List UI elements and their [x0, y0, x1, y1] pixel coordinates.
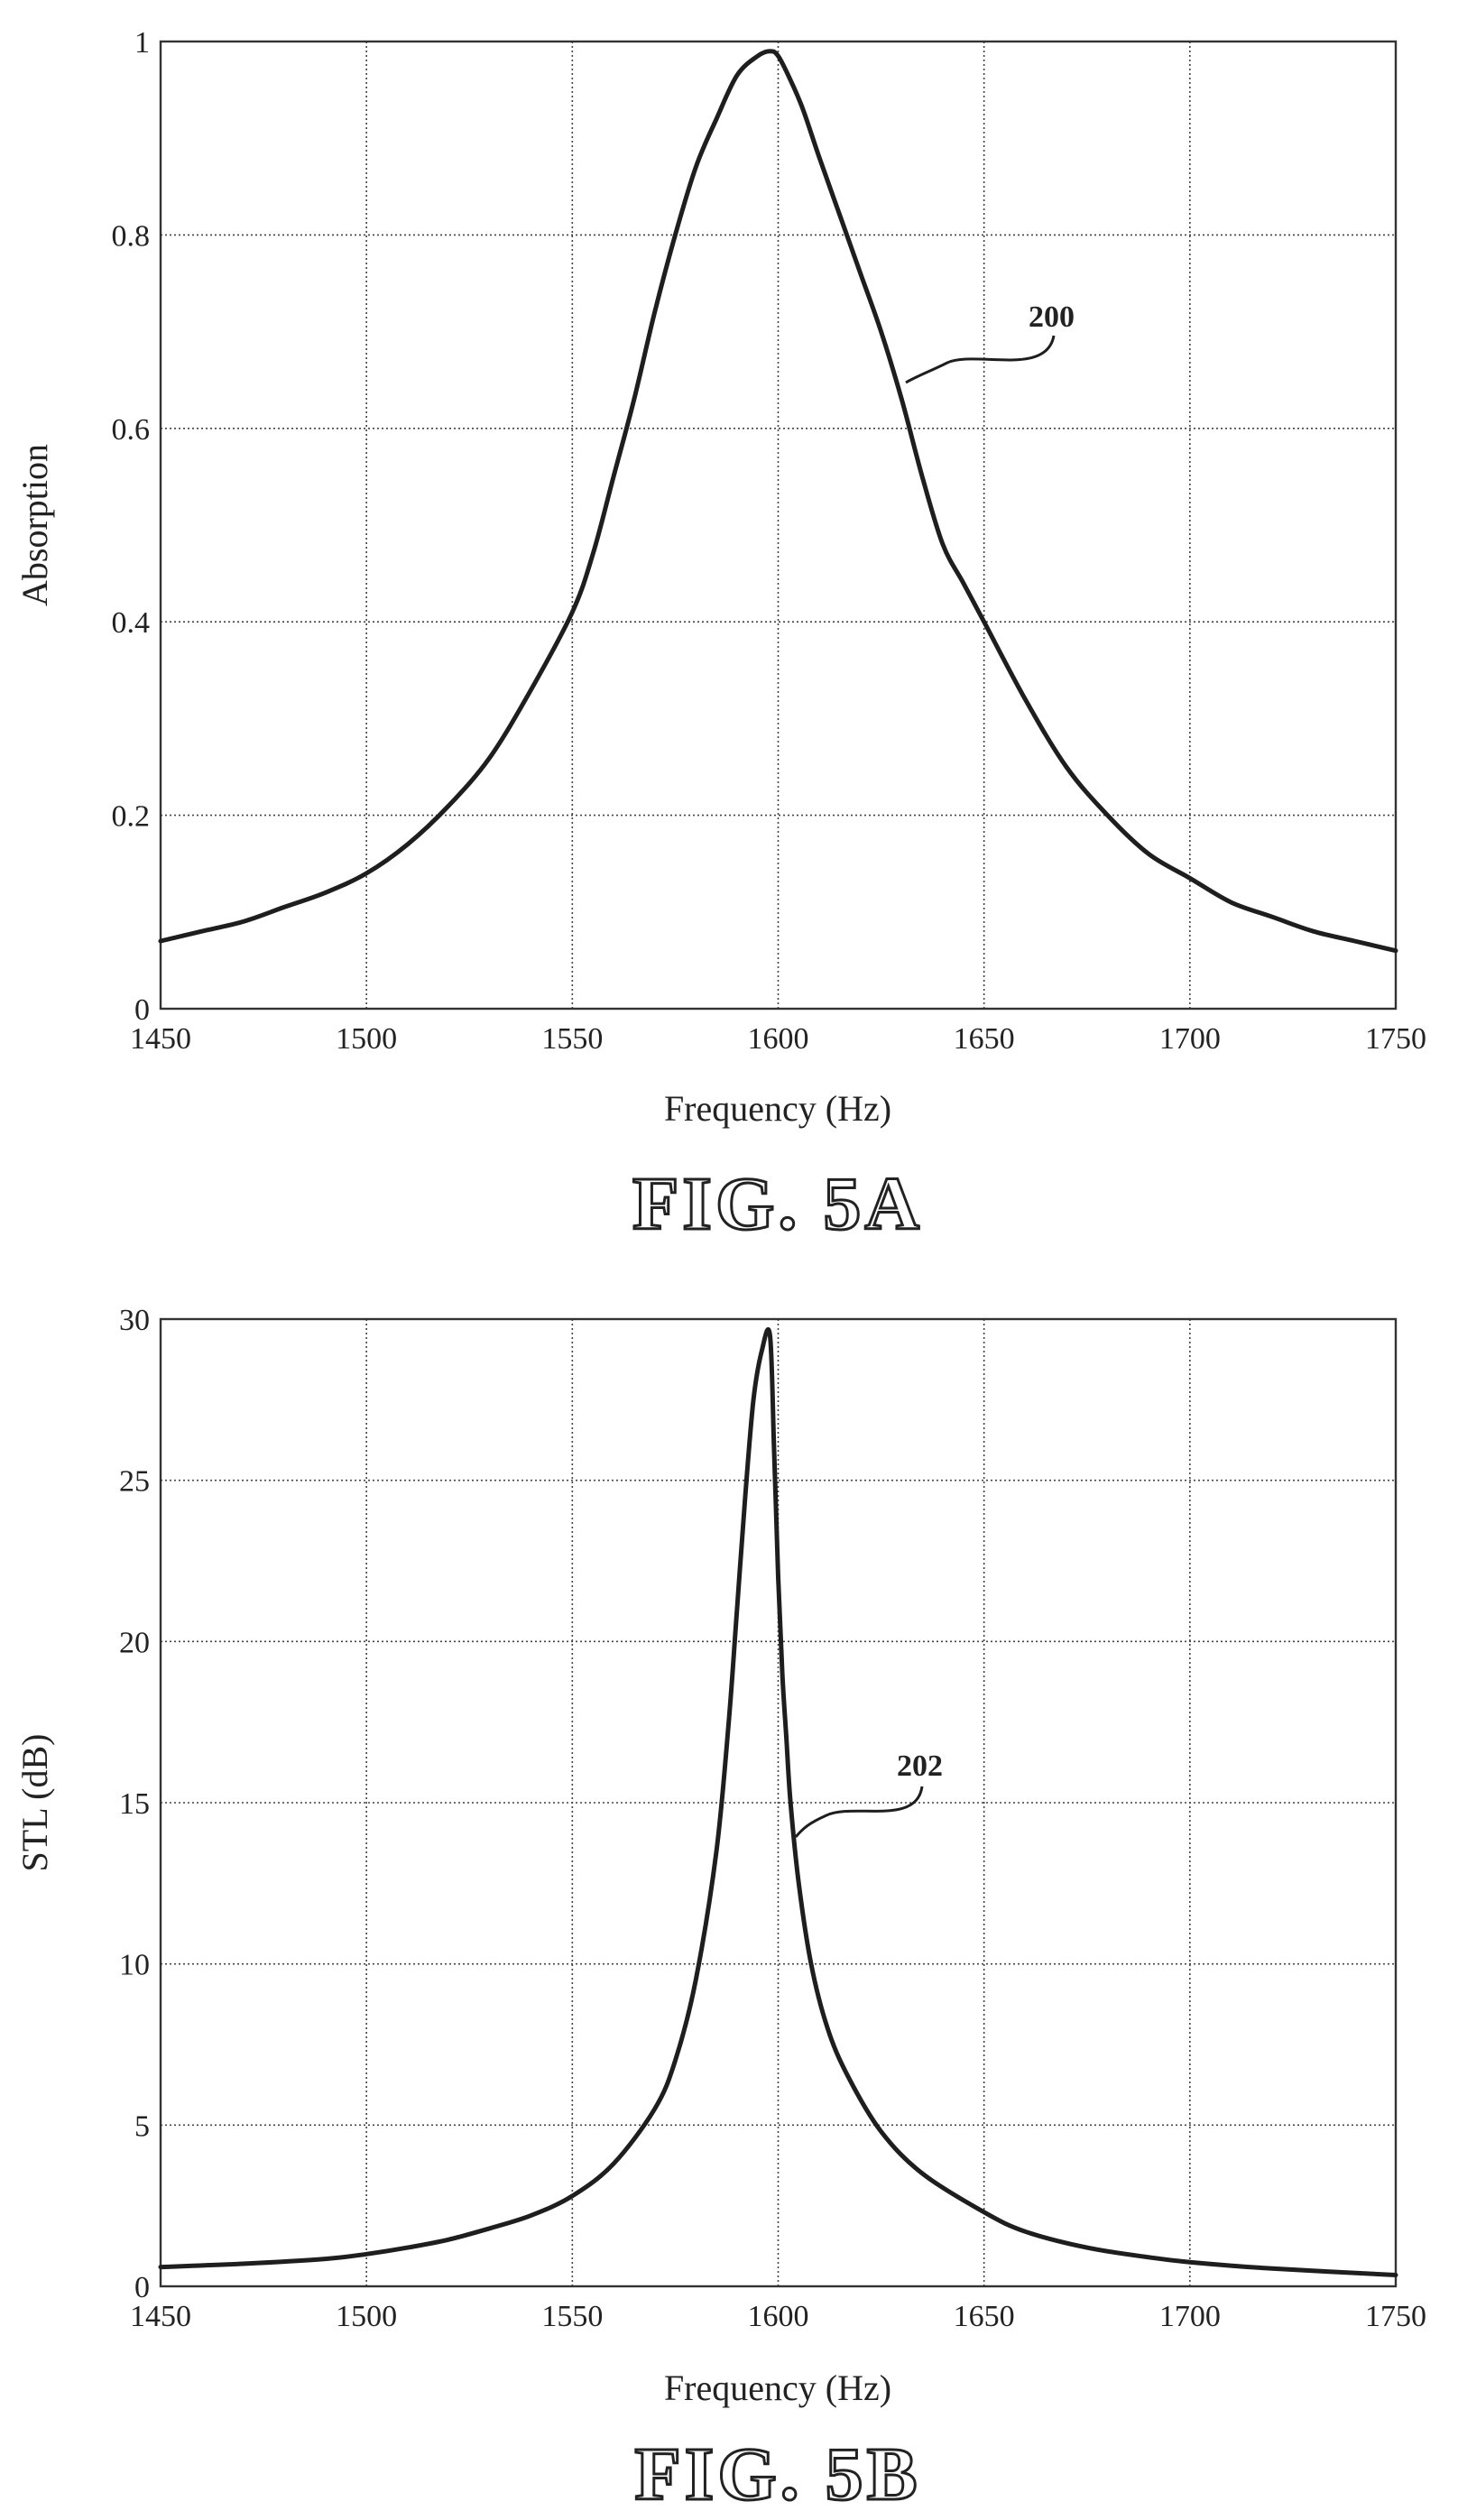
- y-tick-label: 20: [119, 1626, 150, 1659]
- reference-numeral: 200: [1029, 300, 1075, 334]
- y-tick-label: 0: [134, 2271, 150, 2304]
- reference-leader: [905, 335, 1056, 384]
- y-tick-label: 0.2: [112, 800, 151, 834]
- figure-label: FIG. 5A: [632, 1162, 923, 1246]
- figure-label: FIG. 5B: [634, 2432, 920, 2516]
- y-tick-label: 15: [119, 1787, 150, 1821]
- chart-absorption: Absorption Frequency (Hz) FIG. 5A 200 14…: [14, 26, 1426, 1248]
- y-axis-label: STL (dB): [14, 1734, 55, 1872]
- plot-frame: [159, 40, 1398, 1011]
- series-line: [158, 49, 1398, 954]
- y-tick-label: 10: [119, 1949, 150, 1982]
- y-tick-label: 0.4: [112, 606, 151, 640]
- x-tick-label: 1550: [541, 1022, 603, 1056]
- x-tick-label: 1600: [748, 1022, 809, 1056]
- x-tick-label: 1700: [1159, 1022, 1221, 1056]
- chart-stl: STL (dB) Frequency (Hz) FIG. 5B 202 1450…: [14, 1304, 1426, 2518]
- plot-frame: [159, 1317, 1398, 2288]
- x-axis-label: Frequency (Hz): [664, 2368, 891, 2408]
- x-tick-label: 1700: [1159, 2300, 1221, 2333]
- series-line: [158, 1326, 1398, 2277]
- x-tick-label: 1500: [336, 1022, 397, 1056]
- x-tick-label: 1450: [130, 1022, 191, 1056]
- x-tick-label: 1750: [1365, 2300, 1426, 2333]
- x-tick-label: 1500: [336, 2300, 397, 2333]
- x-tick-label: 1650: [954, 1022, 1015, 1056]
- x-tick-label: 1650: [954, 2300, 1015, 2333]
- x-axis-label: Frequency (Hz): [664, 1088, 891, 1129]
- y-tick-label: 25: [119, 1465, 150, 1499]
- y-tick-label: 1: [134, 26, 150, 60]
- x-tick-label: 1550: [541, 2300, 603, 2333]
- y-tick-label: 5: [134, 2109, 150, 2143]
- gridlines: [161, 1319, 1396, 2286]
- reference-leader: [794, 1786, 924, 1838]
- x-tick-label: 1450: [130, 2300, 191, 2333]
- y-tick-label: 0.6: [112, 413, 151, 447]
- gridlines: [161, 42, 1396, 1009]
- reference-numeral: 202: [897, 1749, 943, 1783]
- x-tick-label: 1600: [748, 2300, 809, 2333]
- y-tick-label: 30: [119, 1304, 150, 1337]
- y-tick-label: 0: [134, 993, 150, 1027]
- x-tick-label: 1750: [1365, 1022, 1426, 1056]
- y-tick-label: 0.8: [112, 219, 151, 253]
- y-axis-label: Absorption: [14, 444, 55, 606]
